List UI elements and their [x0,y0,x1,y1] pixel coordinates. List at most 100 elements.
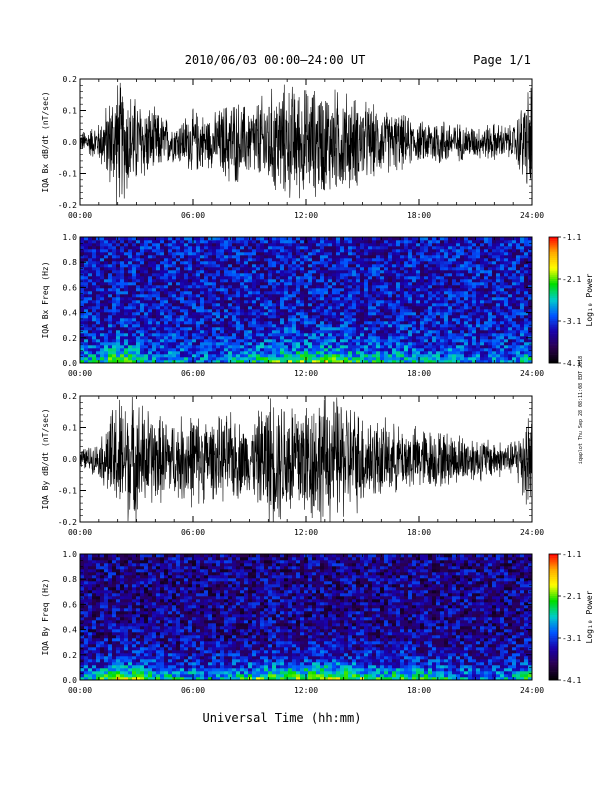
heatmap-cell [516,261,521,265]
heatmap-cell [268,351,273,355]
heatmap-cell [352,285,357,289]
heatmap-cell [256,324,261,328]
series-trace [80,82,532,205]
heatmap-cell [88,291,93,295]
heatmap-cell [372,294,377,298]
heatmap-cell [252,303,257,307]
heatmap-cell [148,327,153,331]
heatmap-cell [212,303,217,307]
heatmap-cell [200,297,205,301]
heatmap-cell [292,339,297,343]
heatmap-cell [464,258,469,262]
heatmap-cell [272,321,277,325]
heatmap-cell [368,315,373,319]
heatmap-cell [280,330,285,334]
heatmap-cell [112,288,117,292]
heatmap-cell [156,246,161,250]
heatmap-cell [296,267,301,271]
heatmap-cell [448,279,453,283]
heatmap-cell [456,246,461,250]
heatmap-cell [460,330,465,334]
heatmap-cell [288,270,293,274]
heatmap-cell [240,348,245,352]
heatmap-cell [380,339,385,343]
heatmap-cell [420,336,425,340]
heatmap-cell [184,282,189,286]
heatmap-cell [208,303,213,307]
heatmap-cell [468,318,473,322]
heatmap-cell [320,252,325,256]
heatmap-cell [444,273,449,277]
heatmap-cell [504,264,509,268]
heatmap-cell [380,327,385,331]
heatmap-cell [432,249,437,253]
heatmap-cell [168,309,173,313]
heatmap-cell [244,303,249,307]
heatmap-cell [316,354,321,358]
heatmap-cell [248,243,253,247]
heatmap-cell [312,333,317,337]
heatmap-cell [416,330,421,334]
heatmap-cell [260,300,265,304]
heatmap-cell [368,345,373,349]
heatmap-cell [264,333,269,337]
heatmap-cell [352,258,357,262]
heatmap-cell [260,246,265,250]
heatmap-cell [240,264,245,268]
heatmap-cell [116,273,121,277]
heatmap-cell [408,276,413,280]
heatmap-cell [460,351,465,355]
heatmap-cell [384,291,389,295]
heatmap-cell [432,288,437,292]
heatmap-cell [372,276,377,280]
heatmap-cell [496,348,501,352]
heatmap-cell [284,240,289,244]
heatmap-cell [516,270,521,274]
heatmap-cell [388,336,393,340]
heatmap-cell [424,351,429,355]
heatmap-cell [376,240,381,244]
heatmap-cell [524,267,529,271]
heatmap-cell [336,258,341,262]
heatmap-cell [388,252,393,256]
heatmap-cell [504,246,509,250]
heatmap-cell [368,351,373,355]
heatmap-cell [432,270,437,274]
heatmap-cell [136,357,141,361]
heatmap-cell [144,291,149,295]
heatmap-cell [328,333,333,337]
heatmap-cell [140,252,145,256]
heatmap-cell [136,360,141,364]
heatmap-cell [360,324,365,328]
heatmap-cell [316,291,321,295]
heatmap-cell [140,264,145,268]
heatmap-cell [260,288,265,292]
heatmap-cell [104,288,109,292]
heatmap-cell [272,318,277,322]
heatmap-cell [460,321,465,325]
heatmap-cell [460,258,465,262]
heatmap-cell [204,246,209,250]
heatmap-cell [152,246,157,250]
heatmap-cell [256,297,261,301]
heatmap-cell [236,324,241,328]
heatmap-cell [152,345,157,349]
heatmap-cell [280,258,285,262]
heatmap-cell [292,345,297,349]
heatmap-cell [368,270,373,274]
heatmap-cell [328,285,333,289]
heatmap-cell [128,249,133,253]
heatmap-cell [368,303,373,307]
heatmap-cell [376,336,381,340]
heatmap-cell [284,252,289,256]
heatmap-cell [88,240,93,244]
heatmap-cell [284,339,289,343]
heatmap-cell [264,243,269,247]
heatmap-cell [432,339,437,343]
heatmap-cell [332,312,337,316]
heatmap-cell [344,360,349,364]
heatmap-cell [388,273,393,277]
heatmap-cell [528,240,533,244]
heatmap-cell [84,285,89,289]
heatmap-cell [216,264,221,268]
